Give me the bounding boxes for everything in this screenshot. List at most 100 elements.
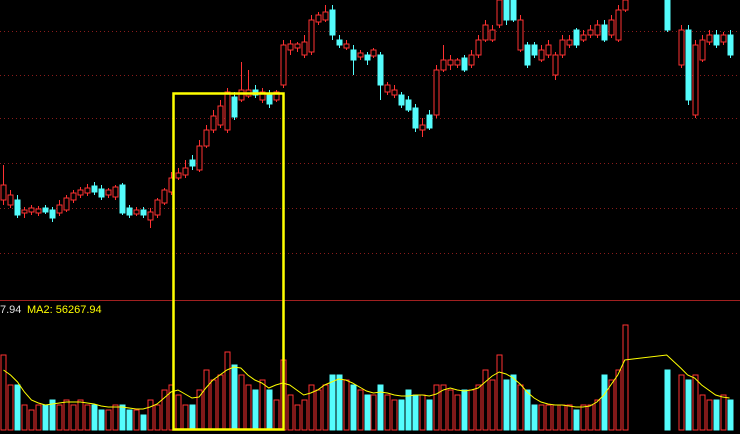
candle-body bbox=[615, 9, 622, 41]
candle-body bbox=[133, 209, 140, 215]
volume-bar bbox=[587, 404, 594, 431]
volume-bar bbox=[566, 404, 573, 431]
candle-body bbox=[119, 184, 126, 214]
candle-body bbox=[308, 19, 315, 53]
candle-body bbox=[84, 187, 91, 194]
candle-body bbox=[77, 189, 84, 196]
candle-body bbox=[322, 11, 329, 21]
volume-bar bbox=[224, 351, 231, 431]
volume-bar bbox=[412, 394, 419, 431]
volume-bar bbox=[112, 404, 119, 431]
volume-bar bbox=[370, 394, 377, 431]
candle-body bbox=[517, 19, 524, 51]
volume-bar bbox=[377, 384, 384, 431]
volume-bar bbox=[21, 404, 28, 431]
candle-body bbox=[391, 89, 398, 96]
candle-body bbox=[538, 49, 545, 61]
candle-body bbox=[280, 44, 287, 86]
volume-bar bbox=[503, 379, 510, 431]
volume-bar bbox=[273, 399, 280, 431]
volume-bar bbox=[440, 384, 447, 431]
volume-bar bbox=[713, 399, 720, 431]
candle-body bbox=[350, 49, 357, 61]
volume-bar bbox=[461, 389, 468, 431]
candle-body bbox=[594, 24, 601, 36]
volume-bar bbox=[350, 384, 357, 431]
ma1-label: 7.94 bbox=[0, 304, 21, 316]
candle-body bbox=[370, 49, 377, 57]
volume-bar bbox=[238, 374, 245, 431]
candle-body bbox=[294, 43, 301, 49]
volume-bar bbox=[580, 404, 587, 431]
volume-bar bbox=[28, 409, 35, 431]
volume-bar bbox=[482, 369, 489, 431]
candle-body bbox=[510, 0, 517, 21]
volume-bar bbox=[7, 384, 14, 431]
candle-body bbox=[315, 14, 322, 23]
candle-body bbox=[364, 54, 371, 61]
candle-body bbox=[531, 44, 538, 56]
volume-bar bbox=[419, 394, 426, 431]
candle-body bbox=[433, 69, 440, 116]
volume-bar bbox=[322, 384, 329, 431]
volume-bar bbox=[552, 404, 559, 431]
candle-body bbox=[573, 29, 580, 46]
volume-bar bbox=[84, 404, 91, 431]
volume-bar bbox=[594, 399, 601, 431]
candle-body bbox=[468, 54, 475, 66]
candle-body bbox=[217, 105, 224, 126]
ma2-label: MA2: 56267.94 bbox=[27, 304, 102, 316]
volume-bar bbox=[266, 389, 273, 431]
volume-bar bbox=[91, 404, 98, 431]
candle-body bbox=[503, 0, 510, 21]
candle-body bbox=[273, 91, 280, 101]
candle-body bbox=[14, 199, 21, 216]
candle-body bbox=[49, 209, 56, 219]
candle-body bbox=[63, 197, 70, 211]
candle-body bbox=[496, 0, 503, 26]
volume-bar bbox=[336, 374, 343, 431]
volume-bar bbox=[343, 379, 350, 431]
candle-body bbox=[203, 129, 210, 147]
volume-bar bbox=[384, 394, 391, 431]
volume-bar bbox=[70, 404, 77, 431]
candle-body bbox=[524, 44, 531, 66]
candle-body bbox=[259, 91, 266, 101]
candle-body bbox=[412, 107, 419, 129]
candle-body bbox=[720, 34, 727, 43]
volume-bar bbox=[447, 389, 454, 431]
volume-bar bbox=[119, 404, 126, 431]
volume-bar bbox=[56, 404, 63, 431]
volume-bar bbox=[98, 409, 105, 431]
volume-bar bbox=[559, 404, 566, 431]
candle-body bbox=[266, 94, 273, 105]
candle-body bbox=[426, 114, 433, 129]
candle-body bbox=[210, 115, 217, 131]
volume-bar bbox=[706, 399, 713, 431]
volume-bar bbox=[426, 399, 433, 431]
candle-body bbox=[189, 159, 196, 167]
volume-bar bbox=[608, 379, 615, 431]
candle-body bbox=[475, 39, 482, 56]
volume-bar bbox=[105, 409, 112, 431]
candle-body bbox=[440, 59, 447, 71]
volume-bar bbox=[308, 384, 315, 431]
volume-ma-line bbox=[3, 354, 730, 410]
candle-body bbox=[343, 43, 350, 49]
volume-bar bbox=[315, 389, 322, 431]
volume-bar bbox=[294, 404, 301, 431]
volume-bar bbox=[14, 384, 21, 431]
candle-body bbox=[377, 54, 384, 86]
candle-body bbox=[566, 39, 573, 46]
volume-bar bbox=[133, 409, 140, 431]
volume-bar bbox=[175, 394, 182, 431]
volume-bar bbox=[489, 379, 496, 431]
volume-bar bbox=[49, 399, 56, 431]
candle-body bbox=[580, 34, 587, 41]
candle-body bbox=[678, 29, 685, 66]
candle-body bbox=[91, 185, 98, 193]
candle-body bbox=[287, 43, 294, 51]
candle-body bbox=[545, 44, 552, 56]
